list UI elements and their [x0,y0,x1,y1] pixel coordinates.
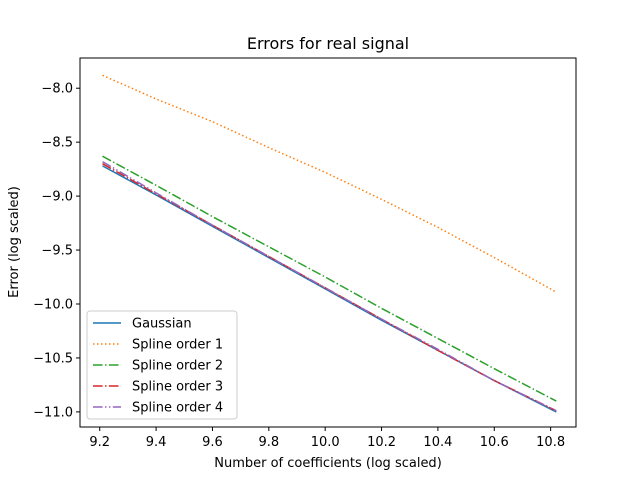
axes-frame [79,57,577,428]
series-line-spline-order-2 [102,155,557,402]
series-line-spline-order-4 [102,160,557,412]
chart-title: Errors for real signal [247,34,409,53]
y-tick-label: −9.5 [41,244,73,259]
y-tick-label: −10.5 [33,351,73,366]
x-tick-label: 10.8 [536,435,565,450]
x-tick-label: 9.2 [89,435,110,450]
y-axis-ticks: −8.0 −8.5 −9.0 −9.5 −10.0 −10.5 −11.0 [33,82,80,420]
series-layer [102,74,557,413]
plot-area [79,57,577,428]
y-tick-label: −10.0 [33,298,73,313]
x-tick-label: 9.8 [258,435,279,450]
legend-label-spline-order-3: Spline order 3 [132,380,223,395]
legend-label-spline-order-1: Spline order 1 [132,338,223,353]
x-tick-label: 10.0 [311,435,340,450]
legend: Gaussian Spline order 1 Spline order 2 Spli… [86,310,238,420]
y-tick-label: −8.0 [41,82,73,97]
x-tick-label: 10.2 [367,435,396,450]
y-tick-label: −9.0 [41,190,73,205]
legend-label-spline-order-2: Spline order 2 [132,359,223,374]
y-tick-label: −11.0 [33,405,73,420]
y-tick-label: −8.5 [41,136,73,151]
legend-box [86,310,238,420]
x-tick-label: 9.4 [146,435,167,450]
y-axis-label: Error (log scaled) [7,186,22,298]
legend-label-spline-order-4: Spline order 4 [132,401,223,416]
x-tick-label: 10.6 [480,435,509,450]
x-tick-label: 10.4 [423,435,452,450]
x-tick-label: 9.6 [202,435,223,450]
legend-label-gaussian: Gaussian [132,317,192,332]
x-axis-ticks: 9.2 9.4 9.6 9.8 10.0 10.2 10.4 10.6 10.8 [89,427,565,450]
x-axis-label: Number of coefficients (log scaled) [214,456,442,471]
